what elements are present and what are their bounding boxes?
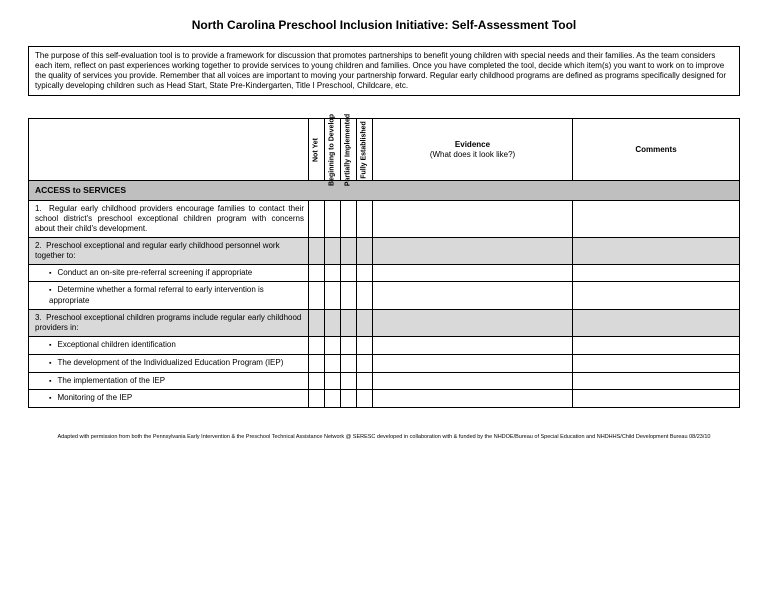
cell-r3a-evidence[interactable] [373, 337, 573, 355]
section-access: ACCESS to SERVICES [29, 181, 740, 201]
cell-r2b-partially[interactable] [341, 282, 357, 310]
footer-text: Adapted with permission from both the Pe… [28, 434, 740, 440]
cell-r2b-fully[interactable] [357, 282, 373, 310]
cell-r1-fully[interactable] [357, 200, 373, 237]
cell-r3d-partially[interactable] [341, 390, 357, 408]
item-2a: Conduct an on-site pre-referral screenin… [29, 264, 309, 282]
item-2b: Determine whether a formal referral to e… [29, 282, 309, 310]
row-1: 1. Regular early childhood providers enc… [29, 200, 740, 237]
cell-r1-evidence[interactable] [373, 200, 573, 237]
cell-r3a-comments[interactable] [573, 337, 740, 355]
cell-r2b-evidence[interactable] [373, 282, 573, 310]
row-3d: Monitoring of the IEP [29, 390, 740, 408]
col-evidence: Evidence(What does it look like?) [373, 119, 573, 181]
col-not-yet: Not Yet [309, 119, 325, 181]
row-3a: Exceptional children identification [29, 337, 740, 355]
cell-r3a-fully[interactable] [357, 337, 373, 355]
row-2: 2. Preschool exceptional and regular ear… [29, 237, 740, 264]
cell-r2b-notyet[interactable] [309, 282, 325, 310]
cell-r3d-beginning[interactable] [325, 390, 341, 408]
cell-r1-comments[interactable] [573, 200, 740, 237]
cell-r2a-notyet[interactable] [309, 264, 325, 282]
cell-r3d-notyet[interactable] [309, 390, 325, 408]
page-title: North Carolina Preschool Inclusion Initi… [28, 18, 740, 32]
cell-r2a-evidence[interactable] [373, 264, 573, 282]
cell-r3b-notyet[interactable] [309, 354, 325, 372]
header-blank [29, 119, 309, 181]
cell-r3c-beginning[interactable] [325, 372, 341, 390]
cell-r3c-partially[interactable] [341, 372, 357, 390]
cell-r1-partially[interactable] [341, 200, 357, 237]
item-3: 3. Preschool exceptional children progra… [29, 310, 309, 337]
cell-r3d-fully[interactable] [357, 390, 373, 408]
cell-r3a-notyet[interactable] [309, 337, 325, 355]
item-3c: The implementation of the IEP [29, 372, 309, 390]
item-3d: Monitoring of the IEP [29, 390, 309, 408]
col-fully: Fully Established [357, 119, 373, 181]
cell-r2a-comments[interactable] [573, 264, 740, 282]
cell-r1-beginning[interactable] [325, 200, 341, 237]
cell-r3b-beginning[interactable] [325, 354, 341, 372]
cell-r3c-notyet[interactable] [309, 372, 325, 390]
row-3c: The implementation of the IEP [29, 372, 740, 390]
item-3a: Exceptional children identification [29, 337, 309, 355]
cell-r3b-fully[interactable] [357, 354, 373, 372]
cell-r2a-fully[interactable] [357, 264, 373, 282]
cell-r3c-fully[interactable] [357, 372, 373, 390]
cell-r3b-comments[interactable] [573, 354, 740, 372]
cell-r3c-comments[interactable] [573, 372, 740, 390]
row-2b: Determine whether a formal referral to e… [29, 282, 740, 310]
row-3: 3. Preschool exceptional children progra… [29, 310, 740, 337]
item-2: 2. Preschool exceptional and regular ear… [29, 237, 309, 264]
item-1: 1. Regular early childhood providers enc… [29, 200, 309, 237]
col-beginning: Beginning to Develop [325, 119, 341, 181]
cell-r3b-partially[interactable] [341, 354, 357, 372]
cell-r3c-evidence[interactable] [373, 372, 573, 390]
col-comments: Comments [573, 119, 740, 181]
cell-r2a-partially[interactable] [341, 264, 357, 282]
item-3b: The development of the Individualized Ed… [29, 354, 309, 372]
intro-box: The purpose of this self-evaluation tool… [28, 46, 740, 96]
header-row: Not Yet Beginning to Develop Partially I… [29, 119, 740, 181]
cell-r3d-evidence[interactable] [373, 390, 573, 408]
row-3b: The development of the Individualized Ed… [29, 354, 740, 372]
cell-r3d-comments[interactable] [573, 390, 740, 408]
cell-r3a-partially[interactable] [341, 337, 357, 355]
cell-r2b-comments[interactable] [573, 282, 740, 310]
cell-r1-notyet[interactable] [309, 200, 325, 237]
cell-r2b-beginning[interactable] [325, 282, 341, 310]
col-partially: Partially Implemented [341, 119, 357, 181]
row-2a: Conduct an on-site pre-referral screenin… [29, 264, 740, 282]
cell-r3b-evidence[interactable] [373, 354, 573, 372]
assessment-table: Not Yet Beginning to Develop Partially I… [28, 118, 740, 408]
cell-r2a-beginning[interactable] [325, 264, 341, 282]
cell-r3a-beginning[interactable] [325, 337, 341, 355]
